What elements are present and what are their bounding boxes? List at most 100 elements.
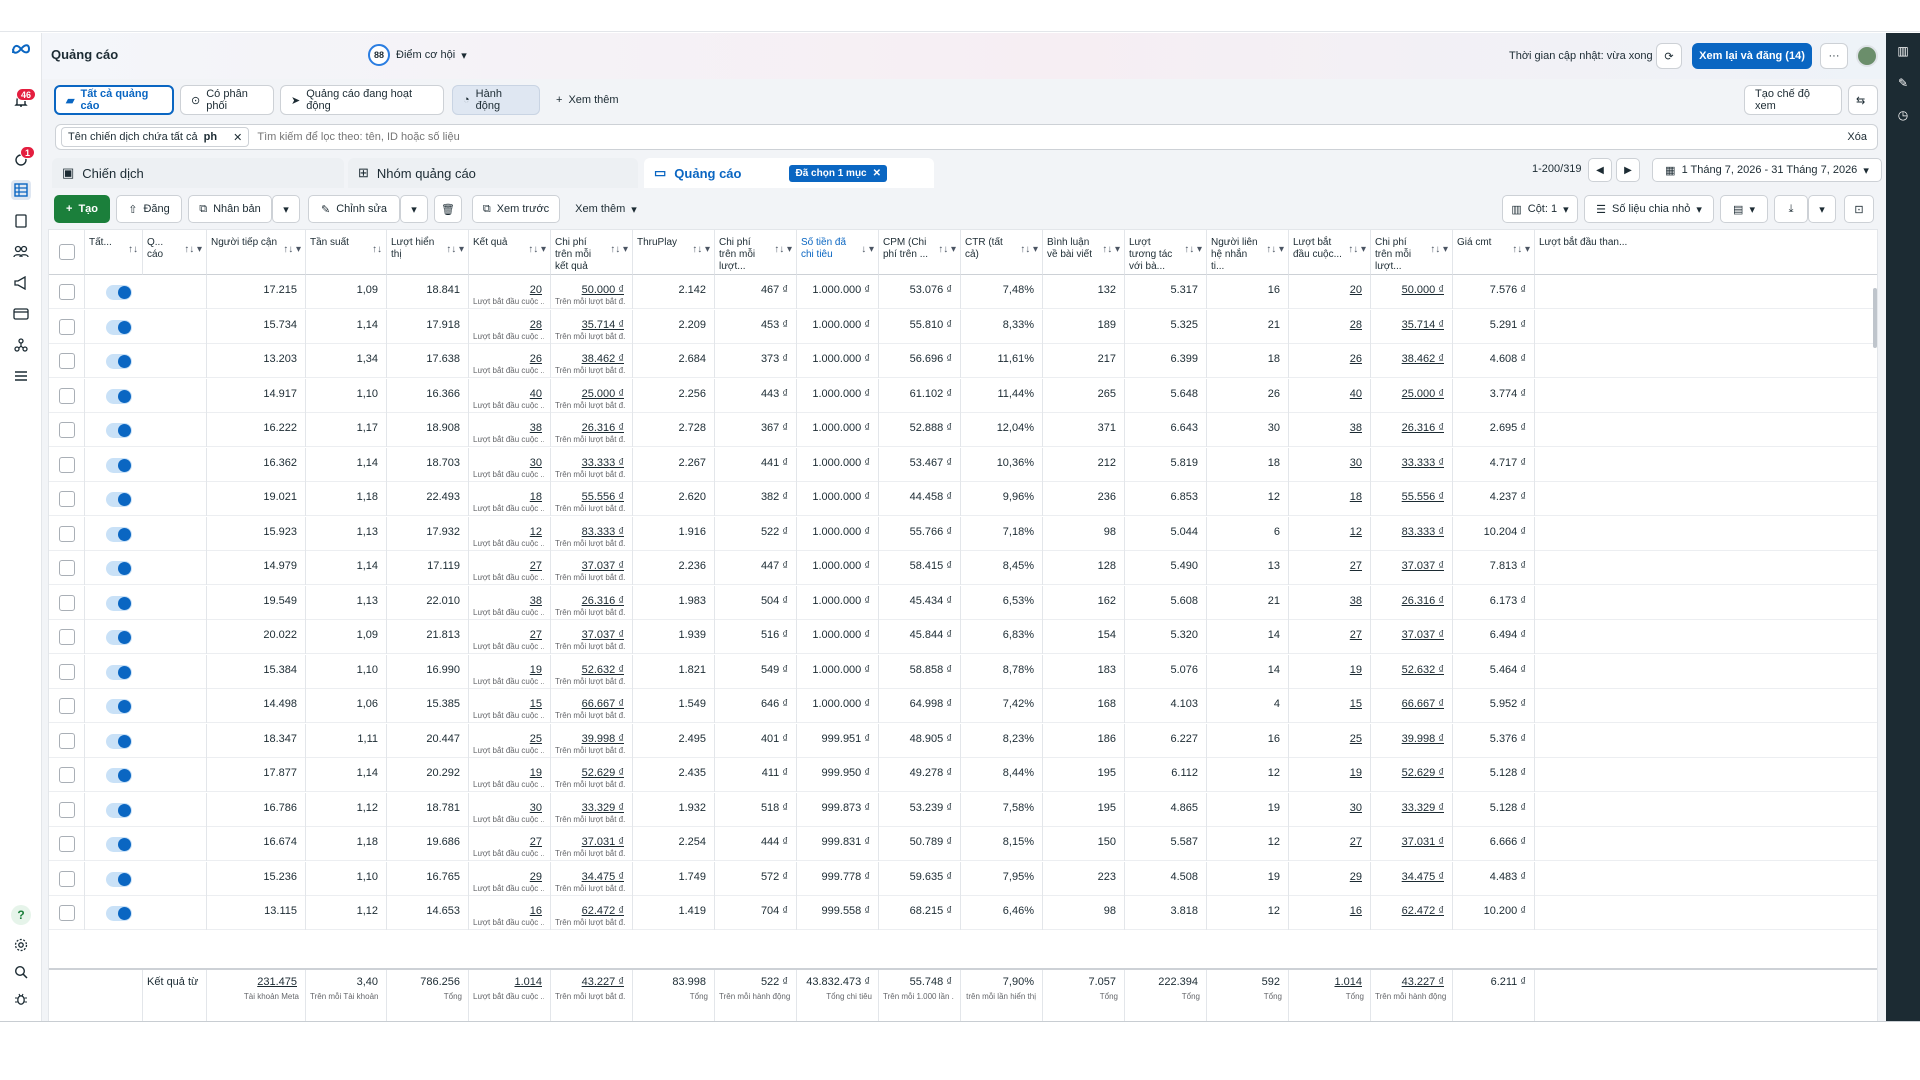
metric-value[interactable]: 27 [1349, 836, 1362, 848]
metric-value[interactable]: 38 [1349, 594, 1362, 607]
ad-name-cell[interactable] [143, 689, 207, 723]
row-checkbox[interactable] [59, 560, 75, 576]
metric-value[interactable]: 18 [1349, 491, 1362, 503]
search-filter-bar[interactable]: Tên chiến dịch chứa tất cả ph ✕ Xóa [55, 124, 1878, 150]
publish-button[interactable]: ⇧ Đăng [116, 195, 182, 223]
metric-value[interactable]: 50.000 ₫ [581, 284, 624, 296]
metric-value[interactable]: 52.632 ₫ [581, 663, 624, 676]
metric-cell[interactable]: 16 [1289, 896, 1371, 930]
metric-value[interactable]: 62.472 ₫ [1401, 905, 1444, 917]
row-checkbox[interactable] [59, 767, 75, 783]
metric-cell[interactable]: 25 [1289, 723, 1371, 758]
ad-on-off-toggle[interactable] [106, 526, 132, 542]
metric-cell[interactable]: 52.632 ₫ [1371, 654, 1453, 689]
metric-value[interactable]: 37.031 ₫ [581, 836, 624, 848]
metric-value[interactable]: 52.632 ₫ [1401, 663, 1444, 676]
metric-cell[interactable]: 39.998 ₫ Trên mỗi lượt bắt đ... [551, 723, 633, 758]
metric-cell[interactable]: 35.714 ₫ Trên mỗi lượt bắt đ... [551, 309, 633, 344]
metric-value[interactable]: 34.475 ₫ [1401, 870, 1444, 883]
table-row[interactable]: 17.215 1,09 18.841 20 Lượt bắt đầu cuộc ... 5… [49, 275, 1877, 309]
column-header-3[interactable]: Tần suất ↑↓ [306, 230, 387, 275]
edit-dropdown[interactable]: ▾ [400, 195, 428, 223]
metric-cell[interactable]: 30 Lượt bắt đầu cuộc ... [469, 447, 551, 482]
date-range-picker[interactable]: ▦ 1 Tháng 7, 2026 - 31 Tháng 7, 2026 ▾ [1652, 158, 1882, 182]
ad-name-cell[interactable] [143, 413, 207, 447]
ad-name-cell[interactable] [143, 482, 207, 516]
metric-value[interactable]: 18 [529, 491, 542, 503]
metric-value[interactable]: 83.333 ₫ [581, 525, 624, 538]
table-row[interactable]: 17.877 1,14 20.292 19 Lượt bắt đầu cuộc ... 5… [49, 758, 1877, 792]
row-checkbox[interactable] [59, 698, 75, 714]
metric-value[interactable]: 25 [1349, 732, 1362, 745]
metric-value[interactable]: 66.667 ₫ [1401, 698, 1444, 710]
ad-on-off-toggle[interactable] [106, 285, 132, 300]
sort-icon[interactable]: ↑↓ ▾ [1348, 244, 1366, 255]
ad-on-off-toggle[interactable] [106, 388, 132, 404]
metric-value[interactable]: 19 [529, 663, 542, 676]
metric-value[interactable]: 55.556 ₫ [1401, 491, 1444, 503]
metric-cell[interactable]: 40 Lượt bắt đầu cuộc ... [469, 378, 551, 413]
metric-cell[interactable]: 38 Lượt bắt đầu cuộc ... [469, 585, 551, 620]
metric-value[interactable]: 37.037 ₫ [1401, 560, 1444, 572]
metric-value[interactable]: 25 [529, 732, 542, 745]
review-and-publish-button[interactable]: Xem lại và đăng (14) [1692, 43, 1812, 69]
metric-cell[interactable]: 27 [1289, 827, 1371, 861]
view-settings-button[interactable]: ⇆ [1848, 85, 1878, 115]
column-header-9[interactable]: Số tiền đã chi tiêu ↓ ▾ [797, 230, 879, 275]
chart-icon[interactable]: ▥ [1897, 44, 1909, 58]
preview-button[interactable]: ⧉ Xem trước [472, 195, 560, 223]
metric-cell[interactable]: 19 Lượt bắt đầu cuộc ... [469, 654, 551, 689]
create-view-button[interactable]: Tạo chế độ xem [1744, 85, 1842, 115]
settings-gear-icon[interactable] [11, 935, 31, 955]
row-checkbox[interactable] [59, 422, 75, 438]
metric-cell[interactable]: 37.037 ₫ [1371, 620, 1453, 654]
tab-all-ads[interactable]: ▰ Tất cả quảng cáo [54, 85, 174, 115]
metric-value[interactable]: 29 [529, 870, 542, 883]
metric-value[interactable]: 16 [529, 905, 542, 917]
column-header-5[interactable]: Kết quả ↑↓ ▾ [469, 230, 551, 275]
metric-value[interactable]: 35.714 ₫ [581, 318, 624, 331]
metric-value[interactable]: 55.556 ₫ [581, 491, 624, 503]
row-checkbox[interactable] [59, 318, 75, 335]
metric-cell[interactable]: 12 Lượt bắt đầu cuộc ... [469, 516, 551, 551]
column-header-14[interactable]: Người liên hệ nhắn ti... ↑↓ ▾ [1207, 230, 1289, 275]
metric-cell[interactable]: 38.462 ₫ Trên mỗi lượt bắt đ... [551, 344, 633, 378]
metric-value[interactable]: 38 [529, 422, 542, 434]
metric-value[interactable]: 33.329 ₫ [581, 801, 624, 814]
tab-actions[interactable]: ◔ Hành động [452, 85, 540, 115]
search-icon[interactable] [11, 962, 31, 982]
metric-value[interactable]: 25.000 ₫ [581, 387, 624, 400]
ad-on-off-toggle[interactable] [106, 492, 132, 507]
column-header-18[interactable]: Lượt bắt đầu than... [1535, 230, 1877, 275]
close-icon[interactable]: ✕ [233, 131, 243, 144]
table-row[interactable]: 15.923 1,13 17.932 12 Lượt bắt đầu cuộc ... 8… [49, 516, 1877, 551]
metric-value[interactable]: 25.000 ₫ [1401, 387, 1444, 400]
metric-value[interactable]: 19 [1349, 767, 1362, 779]
metric-value[interactable]: 37.037 ₫ [581, 560, 624, 572]
table-row[interactable]: 20.022 1,09 21.813 27 Lượt bắt đầu cuộc ... 3… [49, 620, 1877, 654]
sort-icon[interactable]: ↑↓ ▾ [528, 244, 546, 255]
row-checkbox[interactable] [59, 663, 75, 680]
previous-page-button[interactable]: ◀ [1588, 158, 1612, 182]
metric-value[interactable]: 30 [529, 456, 542, 469]
metric-cell[interactable]: 50.000 ₫ Trên mỗi lượt bắt đ... [551, 275, 633, 309]
menu-icon[interactable] [11, 366, 31, 386]
ad-name-cell[interactable] [143, 792, 207, 827]
metric-cell[interactable]: 27 [1289, 620, 1371, 654]
metric-value[interactable]: 52.629 ₫ [1401, 767, 1444, 779]
metric-cell[interactable]: 55.556 ₫ Trên mỗi lượt bắt đ... [551, 482, 633, 516]
metric-cell[interactable]: 30 Lượt bắt đầu cuộc ... [469, 792, 551, 827]
metric-cell[interactable]: 25.000 ₫ [1371, 378, 1453, 413]
table-row[interactable]: 15.236 1,10 16.765 29 Lượt bắt đầu cuộc ... 3… [49, 861, 1877, 896]
ad-on-off-toggle[interactable] [106, 768, 132, 783]
metric-value[interactable]: 50.000 ₫ [1401, 284, 1444, 296]
metric-value[interactable]: 26.316 ₫ [1401, 594, 1444, 607]
metric-value[interactable]: 15 [1349, 698, 1362, 710]
ad-name-cell[interactable] [143, 378, 207, 413]
table-row[interactable]: 13.203 1,34 17.638 26 Lượt bắt đầu cuộc ... 3… [49, 344, 1877, 378]
breakdown-button[interactable]: ☰ Số liệu chia nhỏ ▾ [1584, 195, 1714, 223]
metric-cell[interactable]: 15 [1289, 689, 1371, 723]
metric-value[interactable]: 27 [1349, 629, 1362, 641]
metric-value[interactable]: 38 [1349, 422, 1362, 434]
ad-on-off-toggle[interactable] [106, 319, 132, 335]
